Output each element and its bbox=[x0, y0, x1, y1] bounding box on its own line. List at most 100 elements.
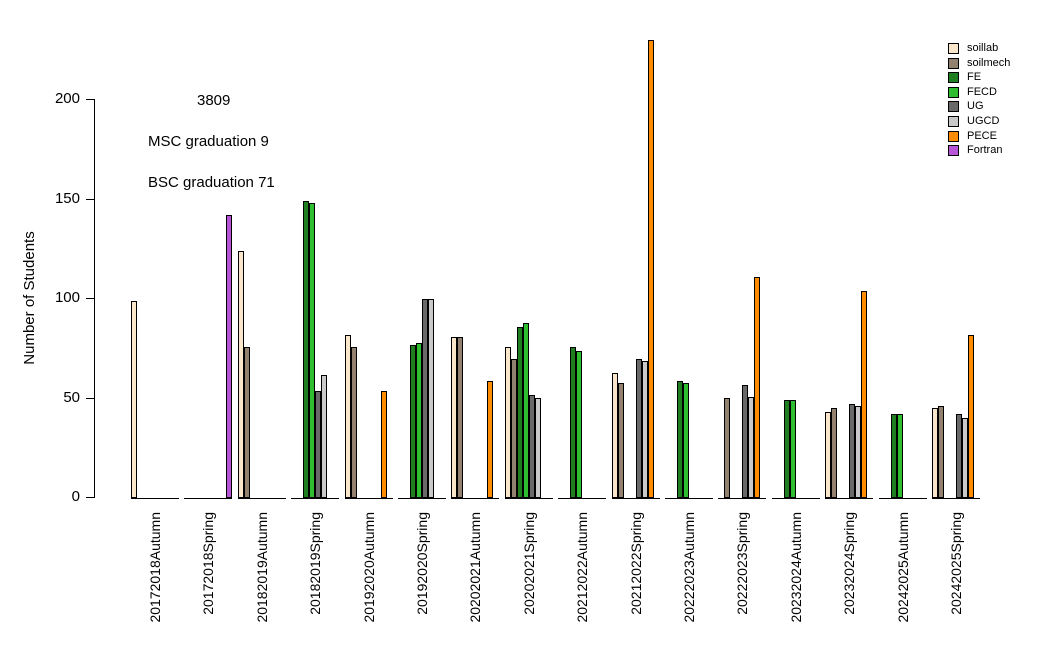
bar-PECE-20242025Spring bbox=[968, 335, 974, 498]
y-axis-tick bbox=[86, 298, 95, 299]
x-tick-label-20212022Spring: 20212022Spring bbox=[627, 512, 644, 615]
y-tick-label: 0 bbox=[71, 488, 80, 505]
legend-entry-soillab: soillab bbox=[948, 43, 1010, 54]
bar-FE-20242025Autumn bbox=[890, 414, 897, 498]
bar-group-20232024Spring bbox=[825, 40, 874, 499]
bar-UGCD-20242025Spring bbox=[962, 418, 968, 498]
bar-FE-20232024Autumn bbox=[783, 400, 790, 498]
y-tick-label: 50 bbox=[63, 388, 80, 406]
bar-group-20192020Autumn bbox=[344, 40, 393, 499]
x-tick-label-20182019Autumn: 20182019Autumn bbox=[253, 512, 270, 623]
annotation-bsc-graduation: BSC graduation 71 bbox=[148, 174, 275, 191]
bar-group-20172018Autumn bbox=[131, 40, 179, 499]
bar-UG-20182019Spring bbox=[315, 391, 322, 498]
bar-group-20182019Autumn bbox=[237, 40, 286, 499]
legend-label-soilmech: soilmech bbox=[967, 56, 1011, 69]
bar-UG-20192020Spring bbox=[422, 299, 428, 498]
bar-soillab-20212022Spring bbox=[611, 373, 618, 498]
bar-UG-20232024Spring bbox=[849, 404, 856, 498]
bar-UGCD-20222023Spring bbox=[748, 397, 755, 498]
bar-UGCD-20202021Spring bbox=[534, 398, 541, 498]
legend-entry-FECD: FECD bbox=[948, 85, 1010, 98]
bar-FECD-20192020Spring bbox=[416, 343, 422, 498]
y-tick-label: 100 bbox=[54, 289, 80, 306]
x-tick-label-20192020Autumn: 20192020Autumn bbox=[360, 512, 377, 623]
x-tick-label-20232024Autumn: 20232024Autumn bbox=[787, 512, 804, 623]
bar-FECD-20212022Autumn bbox=[576, 351, 583, 498]
x-tick-label-20222023Spring: 20222023Spring bbox=[734, 512, 751, 615]
bar-soilmech-20192020Autumn bbox=[350, 347, 357, 498]
bar-group-20202021Spring bbox=[504, 40, 553, 499]
bar-group-20172018Spring bbox=[184, 40, 233, 499]
x-tick-label-20192020Spring: 20192020Spring bbox=[414, 512, 430, 615]
legend-swatch-PECE bbox=[948, 130, 959, 142]
x-tick-label-20232024Spring: 20232024Spring bbox=[841, 512, 858, 615]
bar-UGCD-20232024Spring bbox=[855, 406, 862, 498]
bar-group-20202021Autumn bbox=[451, 40, 500, 499]
y-axis-tick bbox=[86, 99, 95, 100]
y-axis-tick bbox=[86, 198, 95, 200]
bar-UG-20242025Spring bbox=[956, 414, 962, 498]
x-tick-label-20172018Spring: 20172018Spring bbox=[200, 512, 217, 615]
bar-soillab-20192020Autumn bbox=[344, 335, 351, 498]
legend-label-UGCD: UGCD bbox=[967, 114, 1000, 127]
bar-soilmech-20222023Spring bbox=[724, 398, 731, 498]
legend: soillab soilmech FE FECD UG UGCD PECE Fortran bbox=[948, 43, 1010, 160]
bar-soilmech-20202021Spring bbox=[510, 359, 517, 498]
bar-group-20242025Spring bbox=[932, 40, 980, 499]
bar-soilmech-20212022Spring bbox=[617, 383, 624, 498]
bar-FE-20222023Autumn bbox=[677, 381, 683, 498]
legend-entry-UGCD: UGCD bbox=[948, 114, 1010, 127]
legend-swatch-UGCD bbox=[948, 115, 959, 127]
bar-soillab-20242025Spring bbox=[932, 408, 938, 498]
bar-group-20222023Spring bbox=[718, 40, 767, 499]
bar-soillab-20202021Autumn bbox=[451, 337, 458, 498]
y-axis-tick bbox=[86, 397, 95, 399]
bar-group-20212022Spring bbox=[611, 40, 660, 499]
bar-PECE-20192020Autumn bbox=[380, 391, 387, 498]
bar-UG-20212022Spring bbox=[635, 359, 642, 498]
bar-PECE-20202021Autumn bbox=[487, 381, 494, 498]
x-tick-label-20202021Spring: 20202021Spring bbox=[520, 512, 537, 615]
bar-FECD-20222023Autumn bbox=[683, 383, 689, 498]
legend-entry-UG: UG bbox=[948, 101, 1010, 113]
bar-UGCD-20212022Spring bbox=[641, 361, 648, 498]
bar-UGCD-20192020Spring bbox=[428, 299, 434, 498]
x-tick-label-20182019Spring: 20182019Spring bbox=[307, 512, 324, 615]
bar-soilmech-20232024Spring bbox=[831, 408, 838, 498]
annotation-msc-graduation: MSC graduation 9 bbox=[148, 133, 269, 150]
y-tick-label: 200 bbox=[54, 90, 80, 107]
bar-Fortran-20172018Spring bbox=[226, 215, 233, 498]
legend-entry-FE: FE bbox=[948, 71, 1010, 84]
y-tick-label: 150 bbox=[54, 189, 80, 207]
bar-soillab-20172018Autumn bbox=[131, 301, 137, 498]
bar-soilmech-20202021Autumn bbox=[457, 337, 464, 498]
legend-label-FECD: FECD bbox=[967, 85, 997, 98]
y-axis-line bbox=[94, 100, 95, 498]
bar-FECD-20242025Autumn bbox=[896, 414, 903, 498]
annotation-total: 3809 bbox=[197, 92, 231, 109]
bar-UG-20202021Spring bbox=[528, 395, 535, 498]
bar-FE-20192020Spring bbox=[410, 345, 416, 498]
legend-label-FE: FE bbox=[967, 71, 982, 84]
bar-group-20232024Autumn bbox=[771, 40, 820, 499]
bar-group-20182019Spring bbox=[291, 40, 340, 499]
legend-swatch-soillab bbox=[948, 43, 959, 54]
legend-swatch-Fortran bbox=[948, 145, 959, 157]
x-tick-label-20242025Autumn: 20242025Autumn bbox=[894, 512, 911, 623]
legend-swatch-soilmech bbox=[948, 57, 959, 69]
bar-soillab-20232024Spring bbox=[825, 412, 832, 498]
bar-UG-20222023Spring bbox=[742, 385, 749, 498]
legend-swatch-UG bbox=[948, 101, 959, 113]
bar-FE-20182019Spring bbox=[303, 201, 310, 498]
legend-entry-soilmech: soilmech bbox=[948, 56, 1011, 69]
y-axis-tick bbox=[86, 497, 95, 498]
bar-soilmech-20182019Autumn bbox=[243, 347, 250, 498]
bar-group-20192020Spring bbox=[398, 40, 446, 499]
x-tick-label-20172018Autumn: 20172018Autumn bbox=[147, 512, 163, 623]
bar-PECE-20212022Spring bbox=[647, 40, 654, 498]
legend-label-PECE: PECE bbox=[967, 129, 997, 142]
legend-label-Fortran: Fortran bbox=[967, 144, 1003, 157]
legend-swatch-FECD bbox=[948, 86, 959, 98]
